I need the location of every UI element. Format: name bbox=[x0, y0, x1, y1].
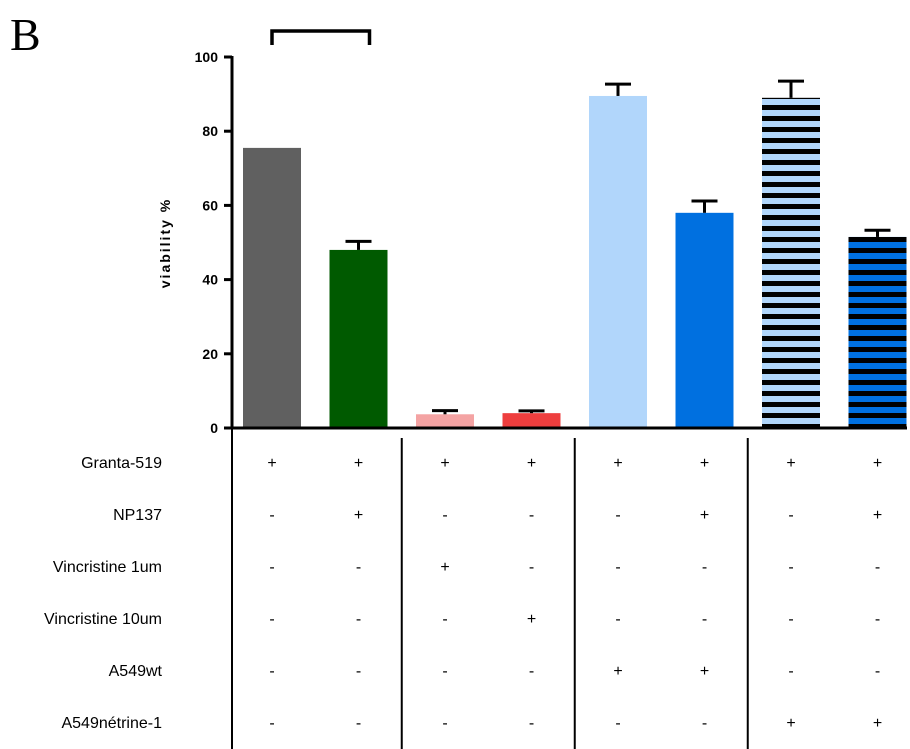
minus-mark: - bbox=[356, 663, 361, 680]
plus-mark: + bbox=[440, 559, 449, 576]
minus-mark: - bbox=[356, 611, 361, 628]
plus-mark: + bbox=[700, 663, 709, 680]
minus-mark: - bbox=[615, 507, 620, 524]
plus-mark: + bbox=[613, 663, 622, 680]
plus-mark: + bbox=[527, 455, 536, 472]
minus-mark: - bbox=[356, 559, 361, 576]
plus-mark: + bbox=[700, 455, 709, 472]
minus-mark: - bbox=[269, 715, 274, 732]
plus-mark: + bbox=[354, 455, 363, 472]
plus-mark: + bbox=[267, 455, 276, 472]
error-bars-layer bbox=[345, 79, 891, 415]
plus-mark: + bbox=[873, 715, 882, 732]
minus-mark: - bbox=[442, 663, 447, 680]
plus-mark: + bbox=[786, 715, 795, 732]
y-tick-label: 0 bbox=[210, 420, 218, 436]
minus-mark: - bbox=[875, 663, 880, 680]
y-axis: 0 20 40 60 80 100 viability % bbox=[157, 49, 907, 436]
y-tick-label: 80 bbox=[202, 123, 218, 139]
minus-mark: - bbox=[269, 663, 274, 680]
minus-mark: - bbox=[615, 559, 620, 576]
minus-mark: - bbox=[529, 559, 534, 576]
minus-mark: - bbox=[875, 559, 880, 576]
minus-mark: - bbox=[442, 715, 447, 732]
minus-mark: - bbox=[615, 611, 620, 628]
y-tick-label: 60 bbox=[202, 197, 218, 213]
error-bar-5 bbox=[605, 82, 631, 96]
minus-mark: - bbox=[529, 715, 534, 732]
panel-letter: B bbox=[10, 9, 41, 60]
condition-label: Vincristine 10um bbox=[44, 611, 162, 628]
error-bar-3 bbox=[432, 409, 458, 415]
minus-mark: - bbox=[615, 715, 620, 732]
minus-mark: - bbox=[269, 611, 274, 628]
minus-mark: - bbox=[529, 507, 534, 524]
condition-label: Granta-519 bbox=[81, 455, 162, 472]
error-bar-8 bbox=[864, 228, 891, 237]
minus-mark: - bbox=[702, 611, 707, 628]
bar-1 bbox=[243, 147, 301, 428]
y-tick-label: 20 bbox=[202, 346, 218, 362]
minus-mark: - bbox=[356, 715, 361, 732]
error-bar-7 bbox=[778, 79, 804, 98]
plus-mark: + bbox=[873, 507, 882, 524]
significance-bracket bbox=[270, 29, 372, 45]
minus-mark: - bbox=[269, 559, 274, 576]
minus-mark: - bbox=[788, 663, 793, 680]
bar-7 bbox=[762, 97, 820, 428]
minus-mark: - bbox=[702, 559, 707, 576]
y-tick-label: 100 bbox=[195, 49, 219, 65]
bar-6 bbox=[675, 212, 734, 428]
minus-mark: - bbox=[442, 507, 447, 524]
bar-3 bbox=[416, 414, 474, 428]
minus-mark: - bbox=[788, 611, 793, 628]
minus-mark: - bbox=[529, 663, 534, 680]
bar-5 bbox=[589, 95, 647, 428]
plus-mark: + bbox=[786, 455, 795, 472]
plus-mark: + bbox=[613, 455, 622, 472]
y-axis-label: viability % bbox=[157, 198, 173, 288]
minus-mark: - bbox=[442, 611, 447, 628]
condition-label: Vincristine 1um bbox=[53, 559, 162, 576]
plus-mark: + bbox=[527, 611, 536, 628]
minus-mark: - bbox=[702, 715, 707, 732]
bar-4 bbox=[502, 413, 561, 428]
plus-mark: + bbox=[873, 455, 882, 472]
bar-8 bbox=[848, 236, 907, 428]
y-tick-label: 40 bbox=[202, 272, 218, 288]
condition-label: A549wt bbox=[109, 663, 163, 680]
bars-layer bbox=[243, 95, 907, 428]
conditions-table: Granta-519 + + + + + + + + NP137 - + - - - + - + Vincristi… bbox=[44, 428, 882, 749]
significance-bracket-layer bbox=[270, 29, 372, 45]
error-bar-4 bbox=[518, 409, 545, 414]
error-bar-2 bbox=[345, 239, 372, 250]
minus-mark: - bbox=[875, 611, 880, 628]
minus-mark: - bbox=[788, 507, 793, 524]
condition-label: A549nétrine-1 bbox=[61, 715, 162, 732]
plus-mark: + bbox=[354, 507, 363, 524]
condition-label: NP137 bbox=[113, 507, 162, 524]
minus-mark: - bbox=[788, 559, 793, 576]
plus-mark: + bbox=[700, 507, 709, 524]
bar-2 bbox=[329, 249, 388, 428]
plus-mark: + bbox=[440, 455, 449, 472]
error-bar-6 bbox=[691, 199, 718, 213]
minus-mark: - bbox=[269, 507, 274, 524]
